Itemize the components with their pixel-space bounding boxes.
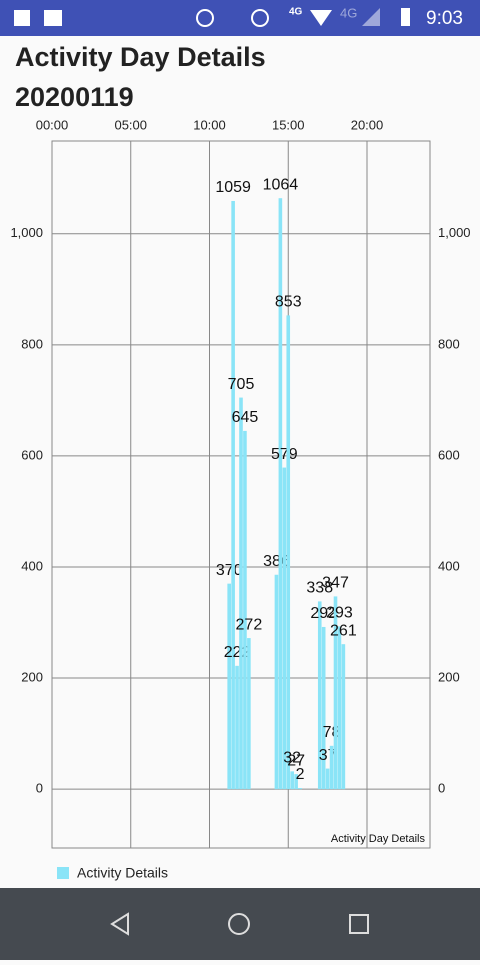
bar — [278, 198, 283, 790]
value-label: 32 — [283, 750, 301, 767]
signal-icon — [362, 8, 380, 26]
wifi-icon — [310, 10, 332, 26]
network-label: 4G — [289, 7, 303, 18]
value-label: 645 — [232, 409, 259, 426]
y2-tick-label: 800 — [438, 336, 460, 351]
bar — [294, 774, 298, 790]
x-tick-label: 05:00 — [114, 117, 147, 132]
status-bar — [0, 0, 480, 36]
y-tick-label: 800 — [21, 336, 43, 351]
value-label: 2 — [296, 766, 305, 783]
bar — [325, 768, 330, 790]
x-tick-label: 00:00 — [36, 117, 69, 132]
value-label: 292 — [310, 605, 337, 622]
back-button[interactable] — [110, 912, 129, 936]
y2-tick-label: 400 — [438, 558, 460, 573]
page-title: Activity Day Details — [15, 42, 266, 72]
clock: 9:03 — [426, 8, 463, 29]
battery-icon — [401, 8, 410, 26]
y-tick-label: 1,000 — [10, 225, 43, 240]
bar — [290, 771, 294, 790]
value-label: 853 — [275, 294, 302, 311]
bar — [247, 638, 251, 790]
y2-tick-label: 0 — [438, 781, 445, 796]
recents-button[interactable] — [349, 914, 369, 934]
value-label: 370 — [216, 562, 243, 579]
bar — [298, 788, 302, 790]
x-tick-label: 20:00 — [351, 117, 384, 132]
value-label: 272 — [236, 616, 263, 633]
bar — [341, 644, 346, 790]
value-label: 293 — [326, 605, 353, 622]
status-icon — [14, 10, 30, 26]
bar — [282, 467, 287, 790]
bar — [231, 200, 235, 790]
value-label: 579 — [271, 446, 298, 463]
y2-tick-label: 200 — [438, 669, 460, 684]
bar — [274, 574, 279, 790]
bar — [321, 626, 326, 790]
bar — [243, 430, 247, 790]
status-icon — [196, 9, 214, 27]
y-tick-label: 400 — [21, 558, 43, 573]
nav-bar — [0, 888, 480, 960]
status-icon — [251, 9, 269, 27]
status-icon — [44, 10, 62, 26]
bar — [239, 397, 243, 790]
value-label: 347 — [322, 575, 349, 592]
bar — [286, 315, 291, 790]
bar — [317, 601, 322, 790]
y2-tick-label: 600 — [438, 447, 460, 462]
value-label: 261 — [330, 622, 357, 639]
y-tick-label: 200 — [21, 669, 43, 684]
y-tick-label: 0 — [36, 781, 43, 796]
value-label: 1064 — [263, 176, 299, 193]
network-label: 4G — [340, 5, 357, 20]
legend-label: Activity Details — [77, 865, 168, 881]
value-label: 27 — [287, 752, 305, 769]
bar — [329, 745, 334, 790]
chart-description: Activity Day Details — [331, 833, 426, 845]
bar — [333, 596, 338, 790]
x-tick-label: 10:00 — [193, 117, 226, 132]
value-label: 705 — [228, 376, 255, 393]
bar — [337, 626, 342, 790]
x-tick-label: 15:00 — [272, 117, 305, 132]
bar — [227, 583, 231, 790]
y2-tick-label: 1,000 — [438, 225, 471, 240]
page-date: 20200119 — [15, 82, 134, 112]
home-button[interactable] — [228, 913, 250, 935]
y-tick-label: 600 — [21, 447, 43, 462]
value-label: 1059 — [215, 179, 251, 196]
value-label: 338 — [306, 580, 333, 597]
legend-swatch — [57, 867, 69, 879]
bar — [235, 665, 239, 790]
